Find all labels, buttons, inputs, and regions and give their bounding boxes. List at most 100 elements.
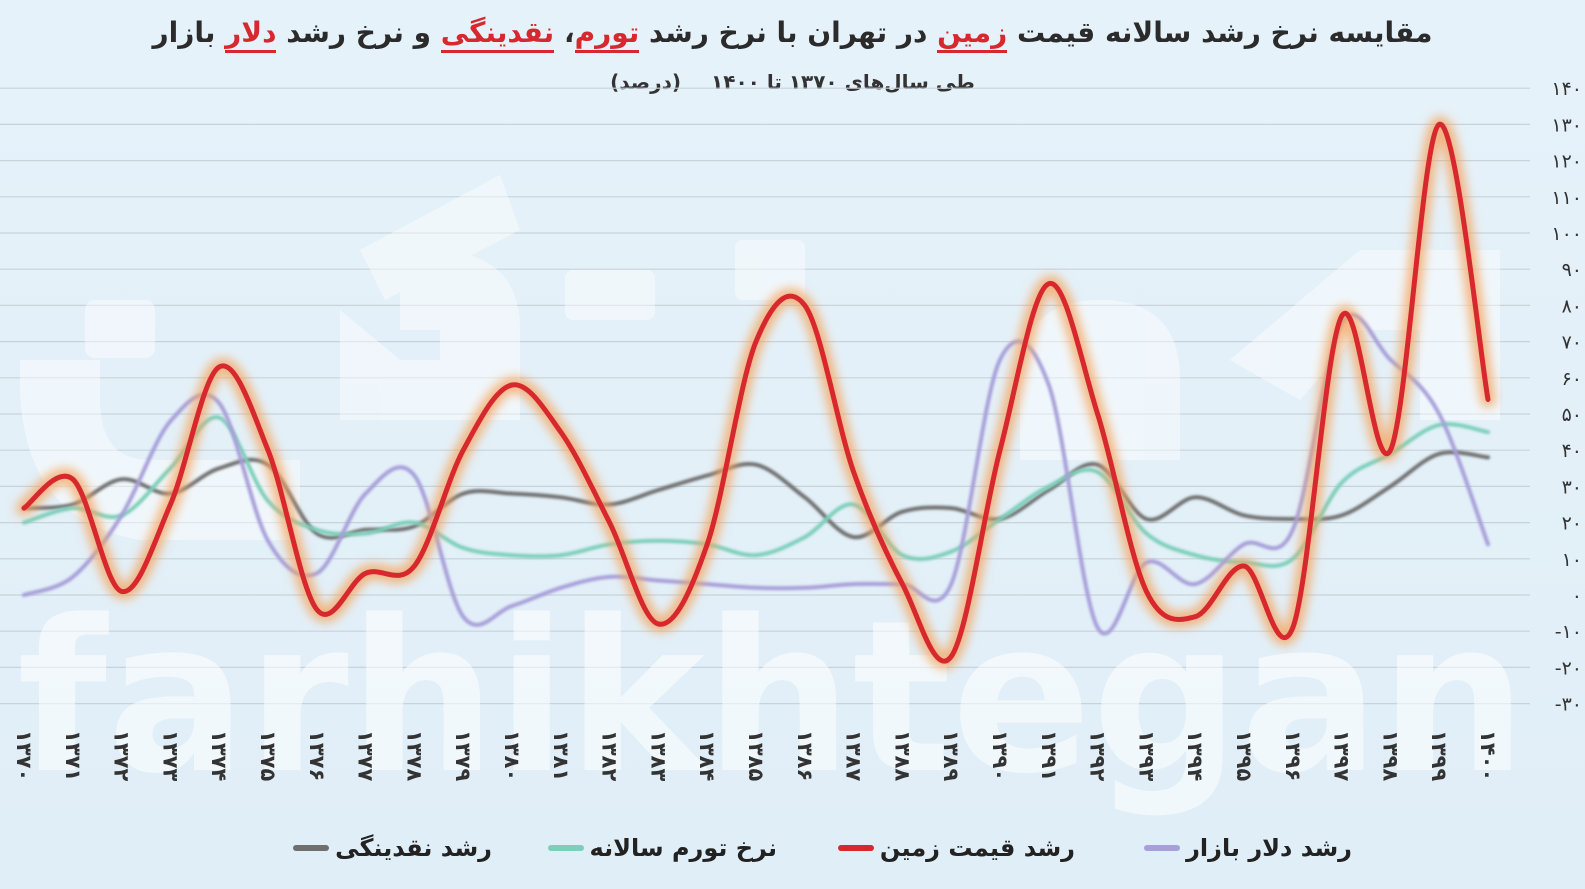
y-tick-label: ۷۰ [1562, 332, 1582, 354]
data-point-land [755, 340, 758, 343]
data-point-inflation [511, 554, 514, 557]
x-tick-label: ۱۳۸۹ [939, 730, 963, 781]
data-point-dollar [413, 474, 416, 477]
data-point-dollar [1243, 543, 1246, 546]
x-tick-label: ۱۳۹۰ [988, 730, 1012, 781]
x-tick-label: ۱۳۸۲ [598, 730, 622, 781]
data-point-land [608, 521, 611, 524]
x-tick-label: ۱۳۸۴ [695, 730, 719, 781]
data-point-dollar [120, 514, 123, 517]
subtitle-unit: (درصد) [610, 70, 682, 94]
data-point-liquidity [462, 492, 465, 495]
y-tick-label: ۸۰ [1562, 295, 1582, 317]
legend-swatch [293, 845, 330, 851]
chart-subtitle: طی سال‌های ۱۳۷۰ تا ۱۴۰۰ (درصد) [0, 70, 1585, 94]
data-point-dollar [950, 583, 953, 586]
data-point-inflation [755, 554, 758, 557]
y-tick-label: -۱۰ [1555, 621, 1582, 643]
x-tick-label: ۱۳۸۵ [744, 730, 768, 781]
data-point-dollar [1438, 413, 1441, 416]
data-point-dollar [706, 583, 709, 586]
data-point-inflation [559, 554, 562, 557]
legend-swatch [1144, 845, 1181, 851]
data-point-land [413, 565, 416, 568]
x-tick-label: ۱۳۷۹ [451, 730, 475, 781]
data-point-land [950, 655, 953, 658]
data-point-inflation [1291, 557, 1294, 560]
data-point-dollar [559, 586, 562, 589]
data-point-dollar [852, 583, 855, 586]
data-point-dollar [511, 604, 514, 607]
data-point-inflation [1096, 470, 1099, 473]
data-point-liquidity [1243, 514, 1246, 517]
x-tick-label: ۱۳۹۸ [1378, 730, 1402, 781]
data-point-liquidity [120, 478, 123, 481]
subtitle-years: طی سال‌های ۱۳۷۰ تا ۱۴۰۰ [711, 70, 975, 94]
y-tick-label: -۳۰ [1555, 694, 1582, 716]
data-point-inflation [462, 546, 465, 549]
data-point-dollar [657, 579, 660, 582]
x-tick-label: ۱۳۷۱ [61, 730, 85, 781]
data-point-land [559, 431, 562, 434]
y-tick-label: ۰ [1572, 585, 1582, 607]
chart-legend: رشد نقدینگی نرخ تورم سالانه رشد قیمت زمین ر… [0, 828, 1585, 868]
data-point-land [71, 478, 74, 481]
data-point-land [1340, 315, 1343, 318]
title-text-part: ، [554, 16, 575, 49]
y-tick-label: ۴۰ [1562, 440, 1582, 462]
title-highlight-word: تورم [574, 16, 640, 53]
y-tick-label: ۶۰ [1562, 368, 1582, 390]
data-point-land [23, 507, 26, 510]
data-point-land [511, 384, 514, 387]
data-point-inflation [1145, 532, 1148, 535]
data-point-liquidity [315, 532, 318, 535]
data-point-inflation [1047, 485, 1050, 488]
data-point-inflation [950, 550, 953, 553]
data-point-land [1438, 123, 1441, 126]
data-point-land [462, 449, 465, 452]
data-point-liquidity [803, 496, 806, 499]
title-text-part: مقایسه نرخ رشد سالانه قیمت [1007, 16, 1433, 49]
x-tick-label: ۱۳۸۰ [500, 730, 524, 781]
x-tick-label: ۱۳۸۳ [646, 730, 670, 781]
x-tick-label: ۱۳۸۸ [890, 730, 914, 781]
data-point-land [999, 449, 1002, 452]
series-land [16, 116, 1496, 669]
legend-item-land: رشد قیمت زمین [837, 828, 1075, 868]
data-point-dollar [169, 420, 172, 423]
x-tick-label: ۱۳۹۵ [1232, 730, 1256, 781]
title-highlight-word: زمین [937, 16, 1008, 53]
data-point-dollar [1145, 561, 1148, 564]
title-highlight-word: دلار [225, 16, 277, 53]
x-tick-label: ۱۳۹۳ [1134, 730, 1158, 781]
x-tick-label: ۱۳۷۰ [12, 730, 36, 781]
data-point-dollar [71, 575, 74, 578]
data-point-liquidity [1340, 514, 1343, 517]
legend-swatch [837, 845, 874, 851]
title-text-part: بازار [152, 16, 226, 49]
data-point-liquidity [1194, 496, 1197, 499]
x-axis: ۱۳۷۰ ۱۳۷۱ ۱۳۷۲ ۱۳۷۳ ۱۳۷۴ ۱۳۷۵ ۱۳۷۶ ۱۳۷۷ ۱۳۷۸ ۱۳۷۹… [12, 730, 1500, 781]
data-point-inflation [413, 521, 416, 524]
data-point-dollar [315, 572, 318, 575]
legend-item-dollar: رشد دلار بازار [1144, 828, 1352, 868]
data-point-dollar [1194, 583, 1197, 586]
y-tick-label: ۱۳۰ [1551, 114, 1582, 136]
x-tick-label: ۱۳۹۱ [1037, 730, 1061, 781]
data-point-dollar [364, 492, 367, 495]
y-tick-label: ۲۰ [1562, 513, 1582, 535]
data-point-land [1145, 590, 1148, 593]
data-point-land [169, 503, 172, 506]
data-point-land [120, 590, 123, 593]
data-point-land [1194, 615, 1197, 618]
legend-swatch [547, 845, 584, 851]
data-point-liquidity [657, 489, 660, 492]
data-point-dollar [1487, 543, 1490, 546]
x-tick-label: ۱۳۹۲ [1086, 730, 1110, 781]
data-point-land [901, 583, 904, 586]
data-point-liquidity [413, 525, 416, 528]
data-point-liquidity [1389, 485, 1392, 488]
x-tick-label: ۱۳۸۶ [793, 730, 817, 781]
x-tick-label: ۱۳۸۷ [842, 730, 866, 781]
data-point-inflation [1438, 423, 1441, 426]
